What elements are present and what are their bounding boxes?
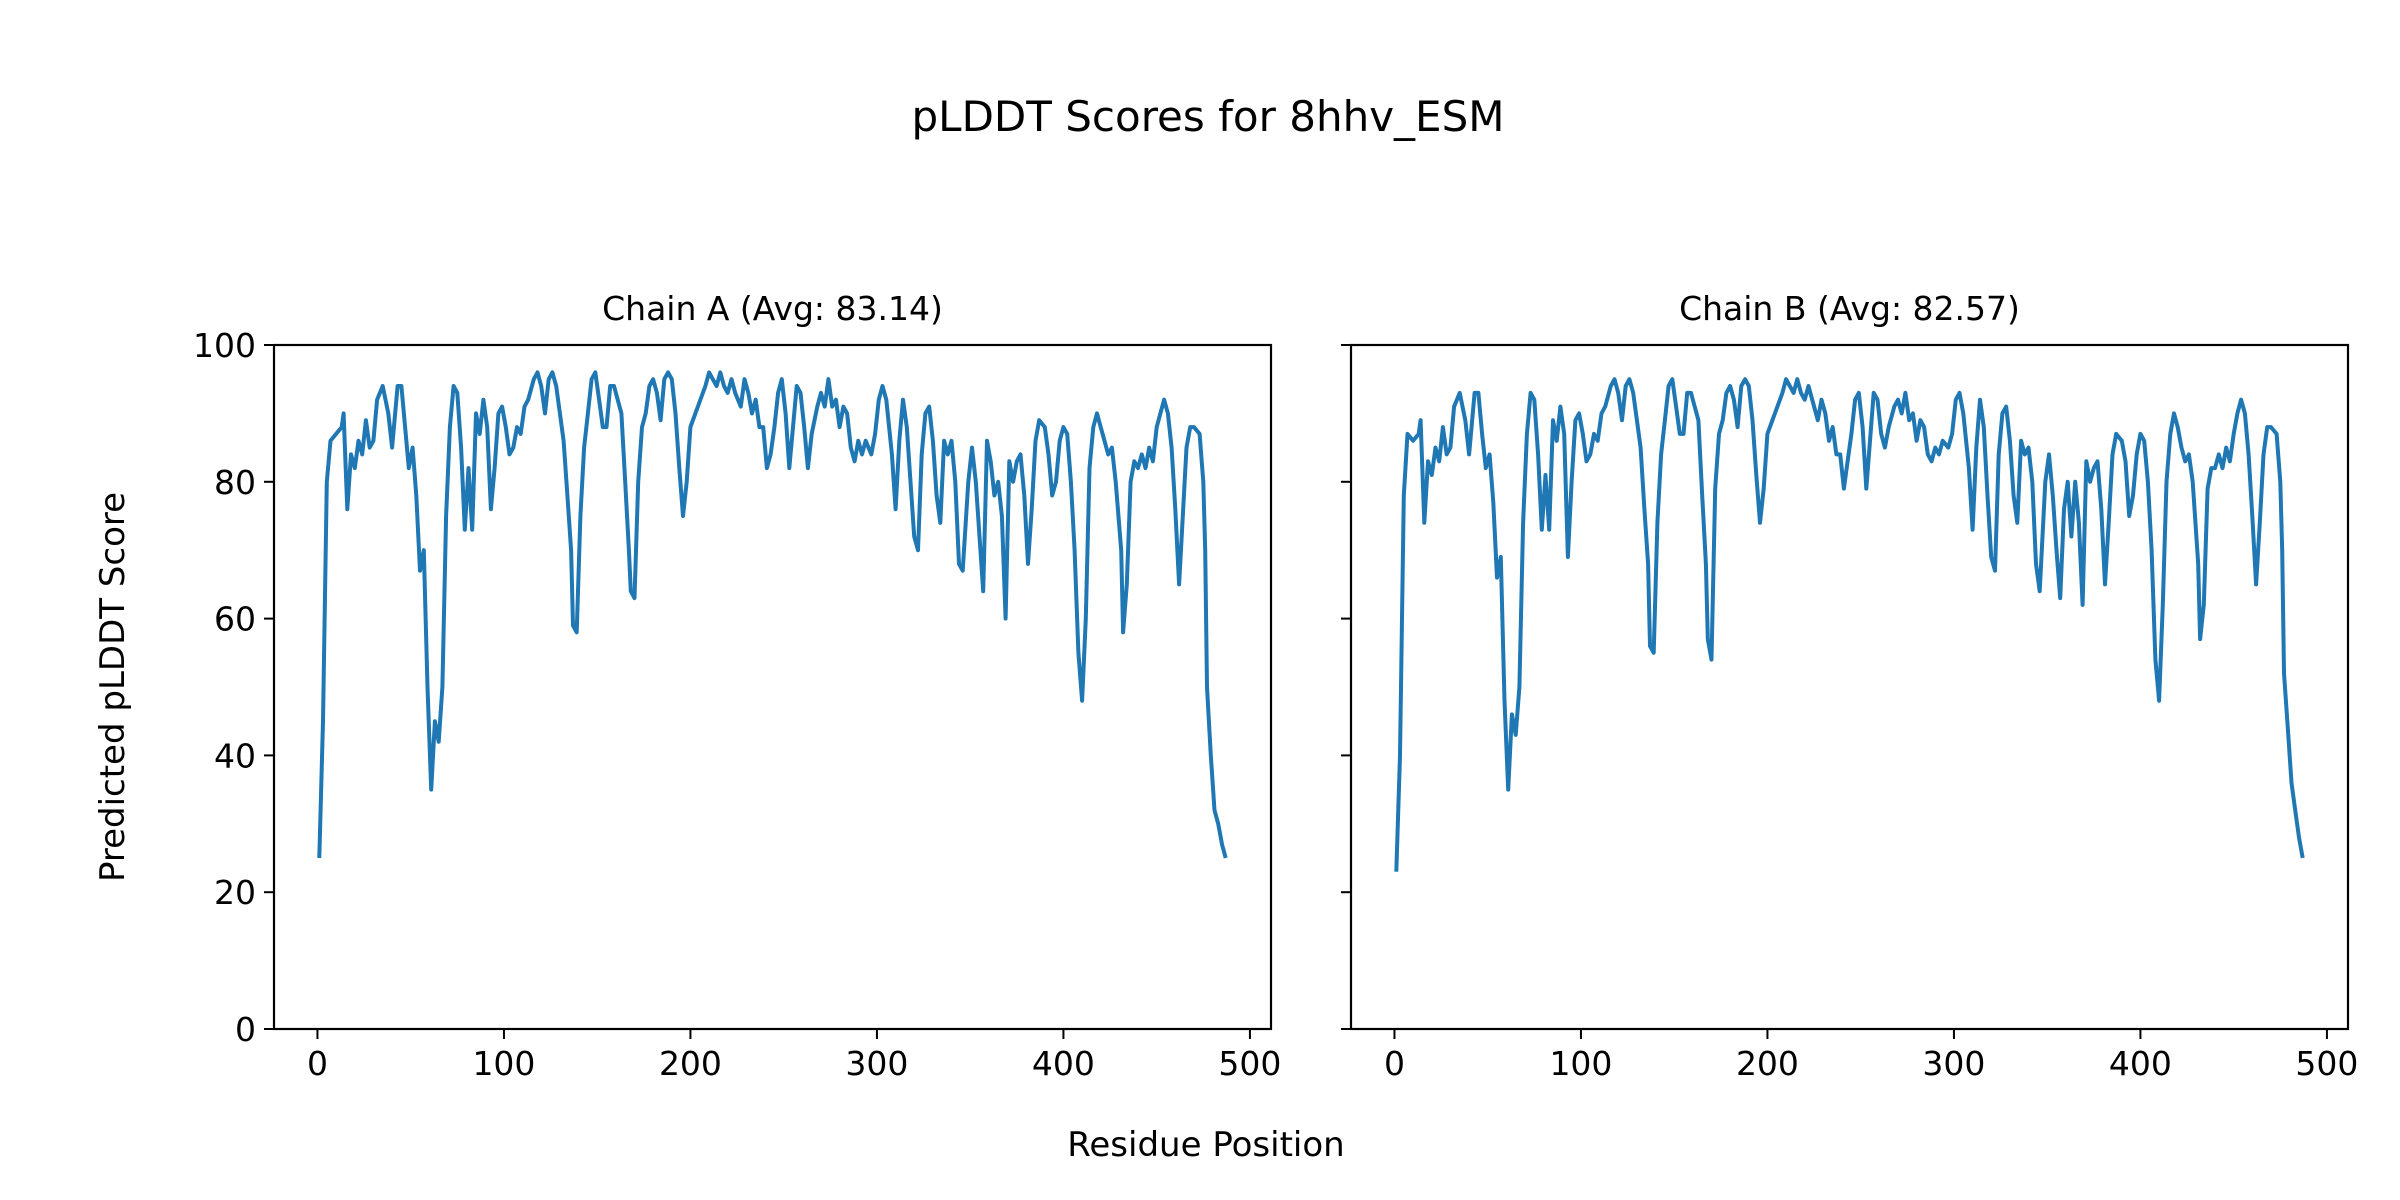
x-tick-label: 0: [1384, 1044, 1405, 1083]
plddt-line: [1394, 377, 2305, 872]
y-tick-label: 100: [193, 326, 256, 365]
y-tick-label: 60: [214, 600, 256, 639]
y-tick-label: 0: [235, 1010, 256, 1049]
x-tick-label: 500: [2295, 1044, 2358, 1083]
panel-chain-b: Chain B (Avg: 82.57) 0 100 200 300 400 500: [1341, 289, 2358, 1083]
x-tick-label: 100: [1549, 1044, 1612, 1083]
x-tick-label: 300: [845, 1044, 908, 1083]
panel-title: Chain B (Avg: 82.57): [1679, 289, 2020, 328]
plddt-line: [317, 370, 1228, 859]
x-tick-label: 400: [2109, 1044, 2172, 1083]
y-tick-label: 20: [214, 873, 256, 912]
axes-frame: [1349, 343, 2350, 1031]
panel-title: Chain A (Avg: 83.14): [602, 289, 943, 328]
axes-frame: [272, 343, 1273, 1031]
x-tick-label: 500: [1218, 1044, 1281, 1083]
y-axis-label: Predicted pLDDT Score: [93, 492, 133, 882]
x-tick-label: 0: [307, 1044, 328, 1083]
x-tick-label: 200: [659, 1044, 722, 1083]
x-axis-label: Residue Position: [1067, 1125, 1344, 1165]
figure-title: pLDDT Scores for 8hhv_ESM: [912, 92, 1505, 141]
x-tick-label: 200: [1736, 1044, 1799, 1083]
y-tick-label: 80: [214, 463, 256, 502]
x-tick-label: 100: [472, 1044, 535, 1083]
panel-chain-a: Chain A (Avg: 83.14) 0 100 200 300 400 500 0 20 4…: [193, 289, 1281, 1083]
x-tick-label: 300: [1922, 1044, 1985, 1083]
y-tick-label: 40: [214, 736, 256, 775]
x-tick-label: 400: [1032, 1044, 1095, 1083]
